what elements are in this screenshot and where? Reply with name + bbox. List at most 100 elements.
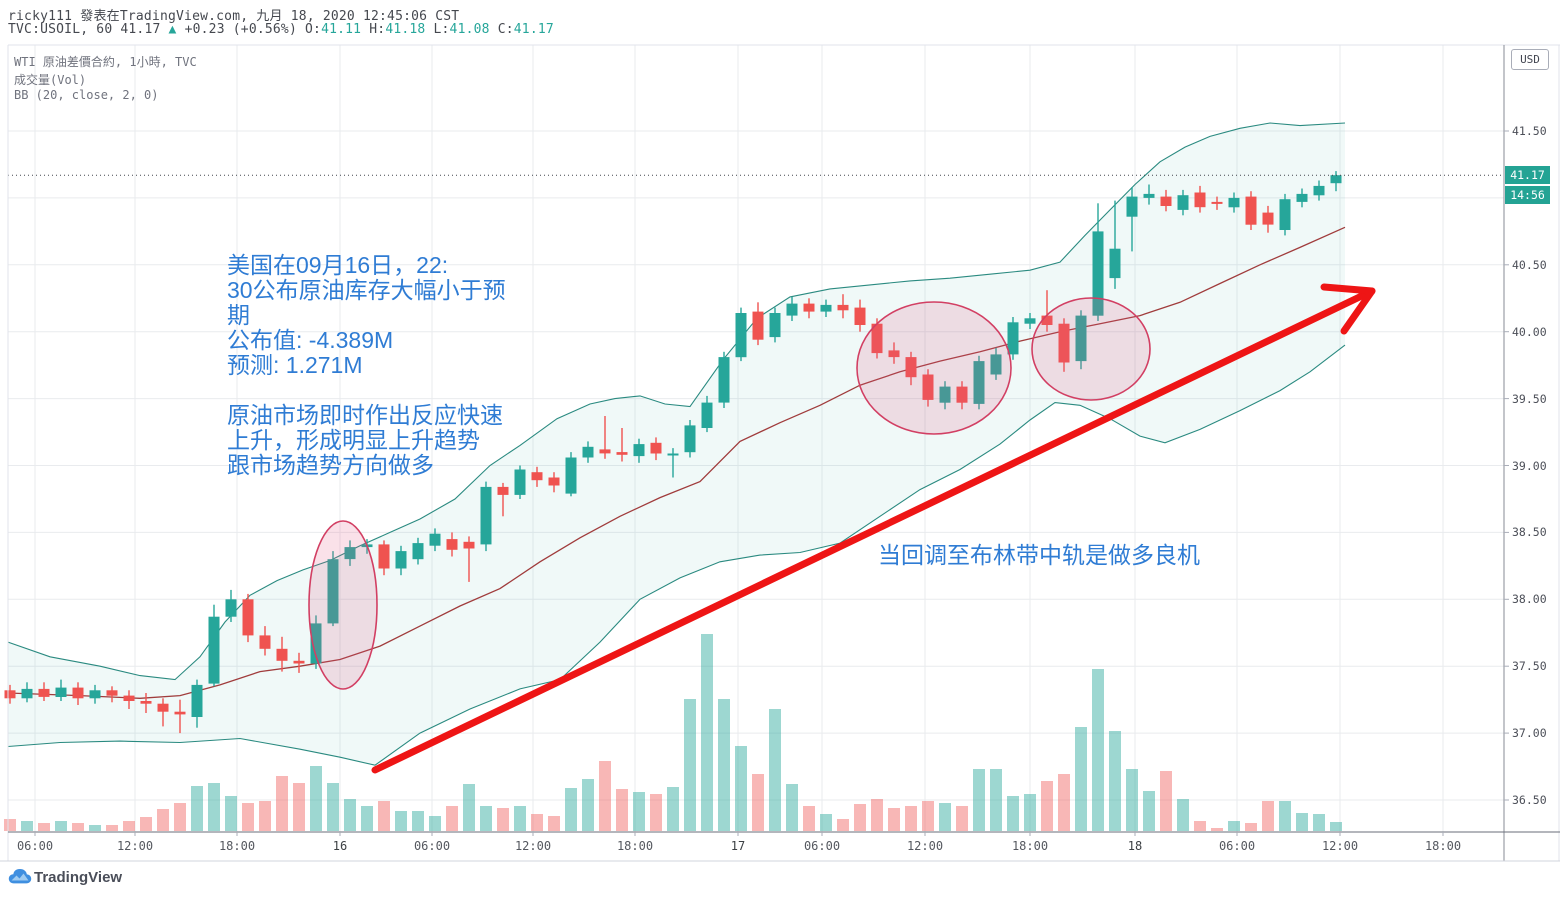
time-axis-day-label: 18 xyxy=(1127,839,1143,853)
time-axis-label: 12:00 xyxy=(514,839,552,853)
price-axis-label: 38.50 xyxy=(1512,525,1547,540)
volume-bar xyxy=(531,814,543,831)
current-price-badge: 41.17 xyxy=(1505,166,1550,185)
candle-body xyxy=(378,544,390,569)
time-axis-label: 12:00 xyxy=(1321,839,1359,853)
candle-body xyxy=(905,357,917,378)
candle-body xyxy=(1211,201,1223,204)
volume-bar xyxy=(1007,796,1019,831)
candle-body xyxy=(684,425,696,453)
volume-bar xyxy=(854,804,866,831)
candle-body xyxy=(1126,196,1138,217)
time-axis-label: 06:00 xyxy=(803,839,841,853)
candle-body xyxy=(752,311,764,340)
candle-body xyxy=(140,701,152,704)
volume-bar xyxy=(582,779,594,831)
candle-body xyxy=(1194,192,1206,208)
time-axis-label: 06:00 xyxy=(1218,839,1256,853)
volume-bar xyxy=(1041,781,1053,831)
candle-body xyxy=(1279,199,1291,230)
volume-bar xyxy=(1296,813,1308,831)
candle-body xyxy=(89,690,101,699)
up-arrow-icon: ▲ xyxy=(168,22,177,37)
candle-body xyxy=(55,687,67,697)
volume-bar xyxy=(837,819,849,831)
time-axis-label: 06:00 xyxy=(413,839,451,853)
highlight-ellipse xyxy=(1031,297,1151,401)
candle-body xyxy=(735,313,747,358)
price-axis-label: 37.50 xyxy=(1512,659,1547,674)
volume-bar xyxy=(650,794,662,831)
time-axis-label: 18:00 xyxy=(616,839,654,853)
tradingview-logo-icon[interactable] xyxy=(8,867,32,889)
candle-body xyxy=(412,543,424,560)
volume-bar xyxy=(463,784,475,831)
volume-bar xyxy=(871,799,883,831)
volume-bar xyxy=(803,806,815,831)
volume-bar xyxy=(1245,823,1257,831)
legend-bb-study[interactable]: BB (20, close, 2, 0) xyxy=(14,88,159,102)
volume-bar xyxy=(599,761,611,831)
legend-instrument[interactable]: WTI 原油差價合約, 1小時, TVC xyxy=(14,55,197,69)
news-annotation-line: 上升，形成明显上升趋势 xyxy=(227,427,480,453)
candle-body xyxy=(1058,323,1070,363)
low-label: L: xyxy=(433,22,450,37)
volume-bar xyxy=(616,789,628,831)
candle-body xyxy=(1228,197,1240,208)
candle-body xyxy=(582,446,594,458)
volume-bar xyxy=(718,699,730,831)
volume-bar xyxy=(1262,801,1274,831)
candle-body xyxy=(973,361,985,404)
candle-body xyxy=(1007,322,1019,355)
volume-bar xyxy=(361,806,373,831)
candle-body xyxy=(1143,193,1155,198)
symbol-interval-price: TVC:USOIL, 60 41.17 xyxy=(8,22,161,37)
candle-body xyxy=(820,304,832,312)
candle-body xyxy=(1092,231,1104,316)
volume-bar xyxy=(1177,799,1189,831)
legend-volume-study[interactable]: 成交量(Vol) xyxy=(14,73,87,87)
price-axis-label: 40.50 xyxy=(1512,257,1547,272)
candle-body xyxy=(1296,193,1308,202)
volume-bar xyxy=(4,819,16,831)
volume-bar xyxy=(752,774,764,831)
candle-body xyxy=(1160,196,1172,206)
time-axis-label: 18:00 xyxy=(1011,839,1049,853)
candle-body xyxy=(293,660,305,664)
currency-usd-button[interactable]: USD xyxy=(1511,49,1549,70)
close-label: C: xyxy=(497,22,514,37)
volume-bar xyxy=(72,823,84,831)
low-value: 41.08 xyxy=(449,22,490,37)
volume-bar xyxy=(939,803,951,831)
candle-body xyxy=(854,307,866,325)
candle-body xyxy=(531,472,543,481)
volume-bar xyxy=(344,799,356,831)
candle-body xyxy=(225,599,237,617)
candle-body xyxy=(803,303,815,312)
volume-bar xyxy=(735,746,747,831)
price-axis[interactable] xyxy=(1504,45,1560,832)
candle-body xyxy=(429,533,441,546)
bar-countdown-badge: 14:56 xyxy=(1505,186,1550,205)
candle-body xyxy=(1024,318,1036,324)
volume-bar xyxy=(140,817,152,831)
volume-bar xyxy=(310,766,322,831)
price-axis-label: 41.50 xyxy=(1512,124,1547,138)
candle-body xyxy=(718,357,730,403)
volume-bar xyxy=(548,816,560,831)
time-axis-label: 06:00 xyxy=(16,839,54,853)
close-value: 41.17 xyxy=(513,22,554,37)
candle-body xyxy=(1330,175,1342,184)
candle-body xyxy=(344,547,356,560)
volume-bar xyxy=(1211,828,1223,831)
candle-body xyxy=(701,402,713,428)
news-annotation-line: 原油市场即时作出反应快速 xyxy=(227,402,503,428)
candle-body xyxy=(1313,185,1325,196)
candle-body xyxy=(259,635,271,649)
volume-bar xyxy=(106,825,118,831)
volume-bar xyxy=(786,784,798,831)
highlight-ellipse xyxy=(856,301,1012,435)
volume-bar xyxy=(820,814,832,831)
